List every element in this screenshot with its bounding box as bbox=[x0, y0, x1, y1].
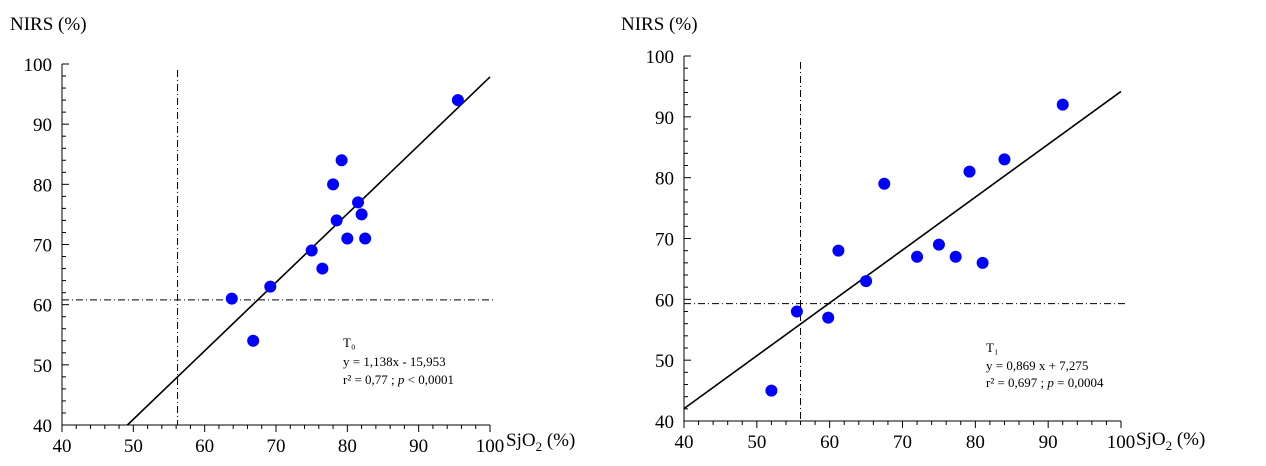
data-point bbox=[330, 214, 343, 227]
regression-equation: y = 1,138x - 15,953 bbox=[343, 354, 446, 369]
y-tick-label: 70 bbox=[33, 236, 52, 257]
y-tick-label: 50 bbox=[655, 351, 674, 372]
y-tick-label: 100 bbox=[24, 55, 53, 76]
y-tick-label: 80 bbox=[33, 175, 52, 196]
x-tick-label: 100 bbox=[476, 436, 505, 457]
reference-lines bbox=[62, 70, 496, 425]
data-point bbox=[963, 165, 976, 178]
y-tick-label: 40 bbox=[655, 412, 674, 433]
data-point bbox=[765, 384, 778, 397]
time-label: T₀ bbox=[343, 335, 355, 350]
regression-equation: y = 0,869 x + 7,275 bbox=[986, 358, 1088, 373]
data-point bbox=[225, 292, 238, 305]
time-label: T₁ bbox=[986, 340, 998, 355]
y-tick-label: 40 bbox=[33, 416, 52, 437]
data-points bbox=[765, 98, 1069, 397]
y-tick-label: 90 bbox=[655, 108, 674, 129]
y-tick-label: 60 bbox=[655, 290, 674, 311]
y-tick-label: 80 bbox=[655, 169, 674, 190]
data-point bbox=[976, 256, 989, 269]
x-tick-label: 50 bbox=[124, 436, 143, 457]
x-tick-label: 90 bbox=[1039, 432, 1058, 453]
data-point bbox=[451, 94, 464, 107]
x-axis-title: SjO2 (%) bbox=[1136, 429, 1205, 453]
x-tick-label: 70 bbox=[267, 436, 286, 457]
y-axis-title: NIRS (%) bbox=[621, 14, 698, 35]
data-point bbox=[822, 311, 835, 324]
data-point bbox=[305, 244, 318, 257]
data-point bbox=[790, 305, 803, 318]
data-points bbox=[225, 94, 464, 347]
data-point bbox=[860, 275, 873, 288]
regression-fit-line bbox=[683, 90, 1122, 410]
x-tick-label: 80 bbox=[966, 432, 985, 453]
y-axis: 40 50 60 70 80 90 100 bbox=[24, 55, 69, 437]
x-axis: 40 50 60 70 80 90 100 bbox=[675, 420, 1136, 453]
y-tick-label: 90 bbox=[33, 115, 52, 136]
x-tick-label: 60 bbox=[820, 432, 839, 453]
data-point bbox=[998, 153, 1011, 166]
regression-line bbox=[683, 90, 1122, 410]
data-point bbox=[878, 177, 891, 190]
x-tick-label: 60 bbox=[195, 436, 214, 457]
y-tick-label: 50 bbox=[33, 356, 52, 377]
x-axis: 40 50 60 70 80 90 100 bbox=[53, 424, 505, 457]
data-point bbox=[911, 250, 924, 263]
y-tick-label: 70 bbox=[655, 230, 674, 251]
y-tick-label: 60 bbox=[33, 296, 52, 317]
reference-lines bbox=[684, 62, 1127, 421]
x-axis-title: SjO2 (%) bbox=[506, 430, 575, 454]
r2-p-value: r² = 0,697 ; p = 0,0004 bbox=[986, 375, 1104, 390]
x-tick-label: 100 bbox=[1107, 432, 1136, 453]
r2-p-value: r² = 0,77 ; p < 0,0001 bbox=[343, 372, 454, 387]
data-point bbox=[1056, 98, 1069, 111]
regression-annotation: T₁ y = 0,869 x + 7,275 r² = 0,697 ; p = … bbox=[986, 340, 1104, 390]
data-point bbox=[327, 178, 340, 191]
data-point bbox=[932, 238, 945, 251]
data-point bbox=[316, 262, 329, 275]
data-point bbox=[949, 250, 962, 263]
x-tick-label: 70 bbox=[893, 432, 912, 453]
regression-annotation: T₀ y = 1,138x - 15,953 r² = 0,77 ; p < 0… bbox=[343, 335, 454, 387]
data-point bbox=[247, 334, 260, 347]
x-tick-label: 80 bbox=[338, 436, 357, 457]
x-tick-label: 50 bbox=[747, 432, 766, 453]
data-point bbox=[264, 280, 277, 293]
y-tick-label: 100 bbox=[646, 47, 675, 68]
chart-t1: NIRS (%) 40 50 60 70 80 90 100 40 50 60 70 80 90 100… bbox=[621, 14, 1205, 453]
data-point bbox=[335, 154, 348, 167]
y-axis-title: NIRS (%) bbox=[10, 14, 87, 35]
data-point bbox=[352, 196, 365, 209]
x-tick-label: 40 bbox=[53, 436, 72, 457]
y-axis: 40 50 60 70 80 90 100 bbox=[646, 47, 691, 433]
data-point bbox=[341, 232, 354, 245]
x-tick-label: 90 bbox=[409, 436, 428, 457]
chart-t0: NIRS (%) 40 50 60 70 80 90 100 40 50 60 70 80 90 100… bbox=[10, 14, 575, 457]
data-point bbox=[832, 244, 845, 257]
data-point bbox=[359, 232, 372, 245]
x-tick-label: 40 bbox=[675, 432, 694, 453]
data-point bbox=[355, 208, 368, 221]
